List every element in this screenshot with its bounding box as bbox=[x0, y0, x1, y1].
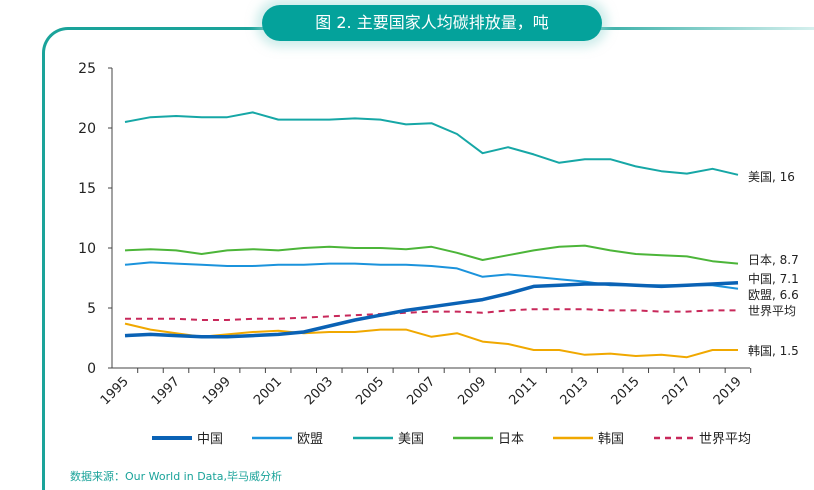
series-line-5 bbox=[125, 308, 738, 321]
end-label: 中国, 7.1 bbox=[748, 271, 799, 286]
y-tick-label: 15 bbox=[78, 181, 96, 197]
legend-label: 世界平均 bbox=[699, 432, 751, 447]
x-tick-label: 2015 bbox=[609, 374, 643, 408]
end-label: 日本, 8.7 bbox=[748, 253, 799, 267]
legend-label: 美国 bbox=[398, 432, 424, 447]
y-tick-label: 5 bbox=[87, 301, 96, 317]
x-tick-label: 2005 bbox=[353, 374, 387, 408]
y-tick-label: 0 bbox=[87, 361, 96, 377]
legend-label: 中国 bbox=[197, 432, 223, 447]
frame-top-fade bbox=[560, 27, 814, 30]
chart-title: 图 2. 主要国家人均碳排放量，吨 bbox=[262, 5, 602, 41]
series-line-2 bbox=[124, 111, 739, 176]
x-tick-label: 2009 bbox=[455, 374, 489, 408]
x-tick-label: 1997 bbox=[149, 374, 183, 408]
legend-label: 日本 bbox=[498, 432, 524, 447]
series-line-4 bbox=[124, 322, 738, 359]
y-tick-label: 10 bbox=[78, 241, 96, 257]
legend-label: 欧盟 bbox=[297, 432, 323, 447]
x-tick-label: 1995 bbox=[98, 374, 132, 408]
series-line-0 bbox=[124, 281, 739, 339]
x-tick-label: 2013 bbox=[558, 374, 592, 408]
x-tick-label: 2011 bbox=[506, 374, 540, 408]
end-label: 欧盟, 6.6 bbox=[748, 288, 799, 302]
y-tick-label: 20 bbox=[78, 121, 96, 137]
source-note: 数据来源：Our World in Data,毕马威分析 bbox=[70, 470, 282, 483]
y-tick-label: 25 bbox=[78, 61, 96, 77]
end-label: 美国, 16 bbox=[748, 170, 795, 184]
x-tick-label: 2003 bbox=[302, 374, 336, 408]
end-label: 世界平均 bbox=[748, 304, 796, 318]
series-line-3 bbox=[124, 244, 739, 265]
x-tick-label: 2017 bbox=[660, 374, 694, 408]
x-tick-label: 1999 bbox=[200, 374, 234, 408]
x-tick-label: 2001 bbox=[251, 374, 285, 408]
x-tick-label: 2019 bbox=[711, 374, 745, 408]
x-tick-label: 2007 bbox=[404, 374, 438, 408]
end-label: 韩国, 1.5 bbox=[748, 343, 799, 358]
legend-label: 韩国 bbox=[598, 432, 624, 447]
